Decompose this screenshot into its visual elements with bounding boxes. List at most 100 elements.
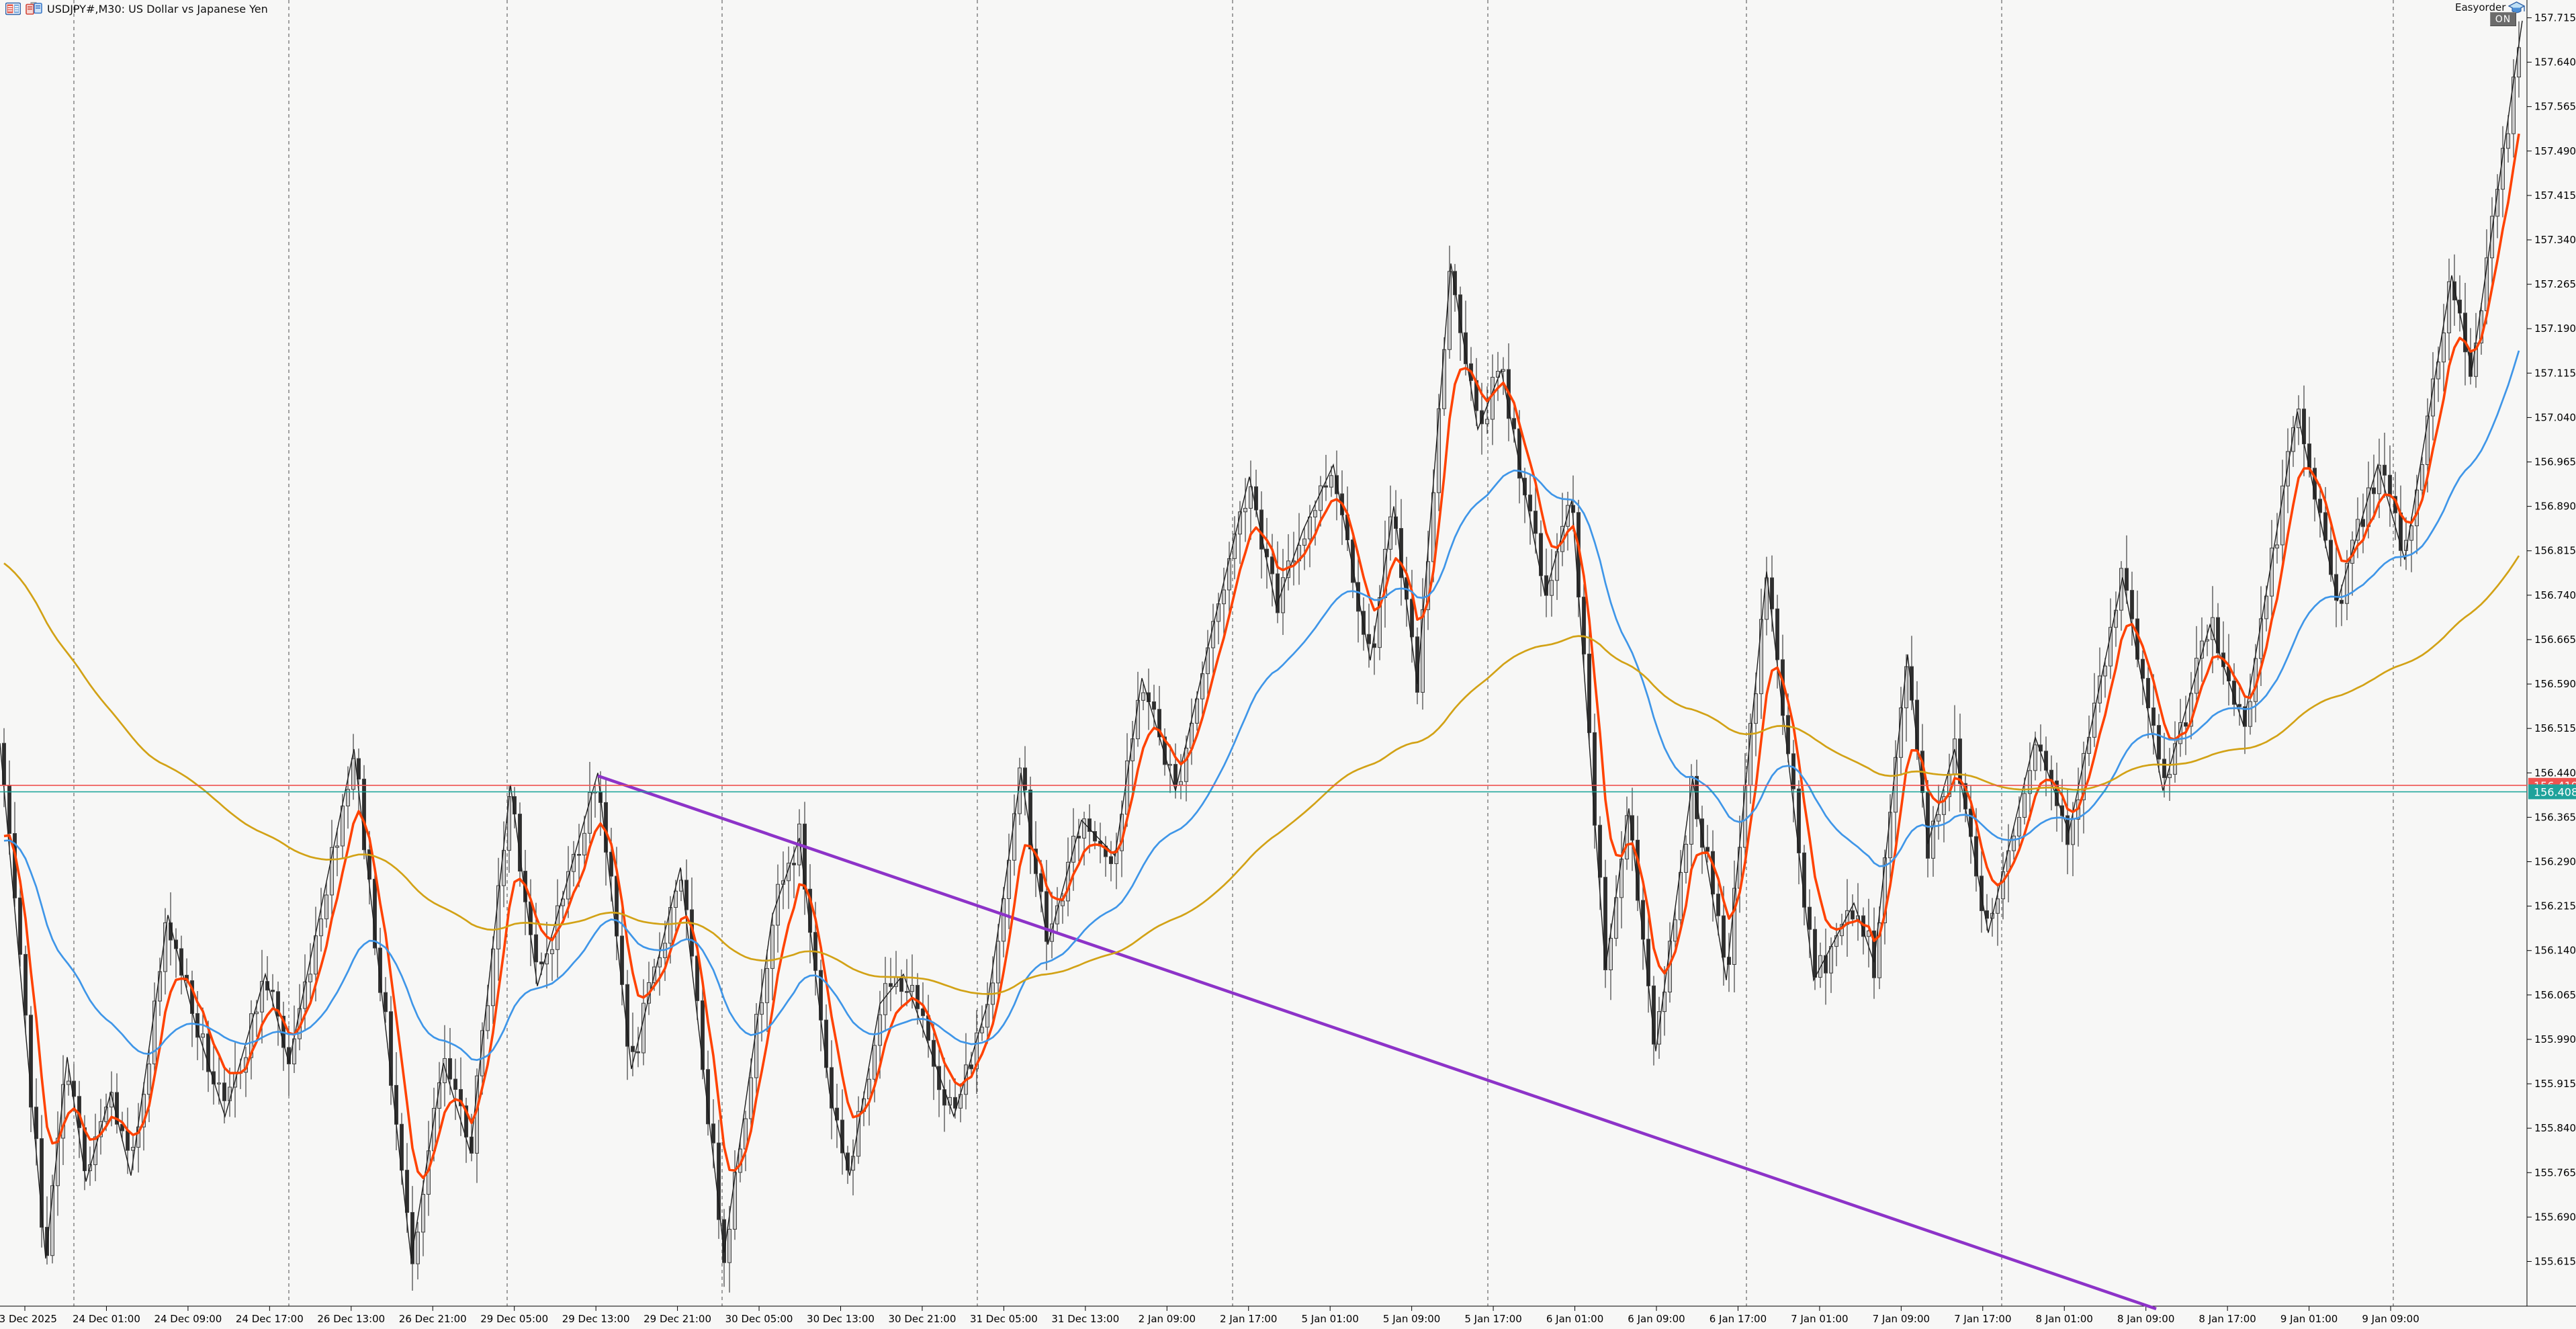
- graduation-cap-icon[interactable]: [2508, 1, 2526, 16]
- candle-body: [701, 1000, 705, 1070]
- chart-windows-icon[interactable]: [26, 2, 42, 15]
- candle-body: [1034, 849, 1038, 874]
- candle-body: [1808, 906, 1812, 930]
- candle-body: [1765, 577, 1769, 620]
- candle-body: [1603, 877, 1607, 971]
- y-tick-label: 156.890: [2534, 501, 2576, 513]
- y-tick-label: 156.440: [2534, 767, 2576, 779]
- candle-body: [2409, 525, 2413, 541]
- candle-body: [50, 1185, 54, 1256]
- candle-body: [609, 851, 613, 877]
- candle-body: [1195, 698, 1199, 724]
- candle-body: [1609, 937, 1613, 971]
- candle-body: [2119, 568, 2123, 611]
- candle-body: [24, 953, 28, 1016]
- candle-body: [803, 823, 807, 890]
- candle-body: [109, 1092, 114, 1108]
- candle-body: [1722, 915, 1726, 958]
- candle-body: [1012, 813, 1016, 861]
- candle-body: [1910, 666, 1914, 701]
- candle-body: [873, 1045, 877, 1080]
- candle-body: [1582, 597, 1586, 654]
- x-tick-label: 8 Jan 01:00: [2036, 1313, 2093, 1325]
- candle-body: [1754, 693, 1758, 724]
- candle-body: [1082, 818, 1086, 839]
- candle-body: [717, 1142, 721, 1220]
- candle-body: [2108, 627, 2113, 667]
- candle-body: [840, 1119, 844, 1154]
- x-tick-label: 8 Jan 09:00: [2117, 1313, 2174, 1325]
- candle-body: [695, 955, 699, 1001]
- x-tick-label: 30 Dec 13:00: [807, 1313, 875, 1325]
- candle-body: [1598, 824, 1602, 878]
- candle-body: [1571, 505, 1575, 513]
- candle-body: [1270, 556, 1274, 574]
- candle-body: [443, 1058, 447, 1084]
- candle-body: [1732, 888, 1736, 965]
- candle-body: [2066, 815, 2070, 845]
- y-tick-label: 156.965: [2534, 456, 2576, 468]
- candle-body: [1980, 875, 1984, 911]
- candle-body: [2275, 544, 2279, 549]
- candle-body: [373, 879, 377, 949]
- candle-body: [1775, 608, 1779, 660]
- candle-body: [711, 1123, 715, 1144]
- candle-body: [367, 849, 371, 880]
- candle-body: [2173, 743, 2177, 775]
- x-tick-label: 30 Dec 05:00: [725, 1313, 793, 1325]
- candle-body: [2168, 773, 2172, 778]
- x-tick-label: 5 Jan 09:00: [1383, 1313, 1440, 1325]
- candle-body: [636, 1051, 640, 1054]
- x-tick-label: 7 Jan 09:00: [1873, 1313, 1930, 1325]
- candle-body: [1550, 580, 1554, 596]
- y-tick-label: 156.065: [2534, 989, 2576, 1001]
- candle-body: [1039, 873, 1043, 892]
- candle-body: [496, 885, 500, 949]
- candle-body: [1453, 271, 1457, 296]
- candle-body: [2103, 665, 2107, 677]
- y-tick-label: 157.565: [2534, 101, 2576, 113]
- candle-body: [1501, 369, 1505, 372]
- candle-body: [2248, 701, 2252, 727]
- candle-body: [749, 1077, 753, 1119]
- x-tick-label: 2 Jan 09:00: [1139, 1313, 1196, 1325]
- candle-body: [276, 991, 280, 1017]
- candle-body: [1593, 732, 1597, 826]
- easyorder-on-button[interactable]: ON: [2490, 12, 2516, 26]
- candle-body: [1883, 857, 1887, 923]
- candle-body: [2512, 77, 2516, 134]
- candle-body: [1851, 910, 1855, 920]
- candle-body: [126, 1130, 130, 1151]
- y-tick-label: 156.290: [2534, 856, 2576, 868]
- x-tick-label: 31 Dec 13:00: [1051, 1313, 1119, 1325]
- candle-body: [1179, 781, 1183, 785]
- candle-body: [534, 934, 538, 963]
- x-tick-label: 8 Jan 17:00: [2199, 1313, 2256, 1325]
- candle-body: [2125, 568, 2129, 591]
- candle-body: [2141, 658, 2145, 679]
- x-tick-label: 7 Jan 01:00: [1791, 1313, 1848, 1325]
- candle-body: [115, 1092, 119, 1125]
- candle-body: [641, 1002, 646, 1054]
- candle-body: [2280, 485, 2284, 546]
- easyorder-label: Easyorder: [2455, 1, 2506, 13]
- candle-body: [1759, 619, 1763, 695]
- y-tick-label: 157.415: [2534, 189, 2576, 202]
- candle-body: [760, 1002, 764, 1015]
- candle-body: [2442, 332, 2446, 363]
- account-list-icon[interactable]: [5, 2, 21, 15]
- candle-body: [674, 890, 678, 908]
- bid-tag: [2528, 784, 2576, 800]
- candle-body: [378, 947, 382, 993]
- y-tick-label: 157.490: [2534, 145, 2576, 157]
- candle-body: [765, 968, 769, 1003]
- candle-body: [2318, 499, 2322, 513]
- candle-body: [486, 1005, 490, 1031]
- candle-body: [1141, 692, 1145, 701]
- candle-body: [1077, 835, 1081, 839]
- candle-body: [190, 980, 194, 1014]
- candle-body: [1485, 419, 1489, 425]
- candle-body: [937, 1066, 941, 1090]
- candle-body: [2490, 216, 2494, 259]
